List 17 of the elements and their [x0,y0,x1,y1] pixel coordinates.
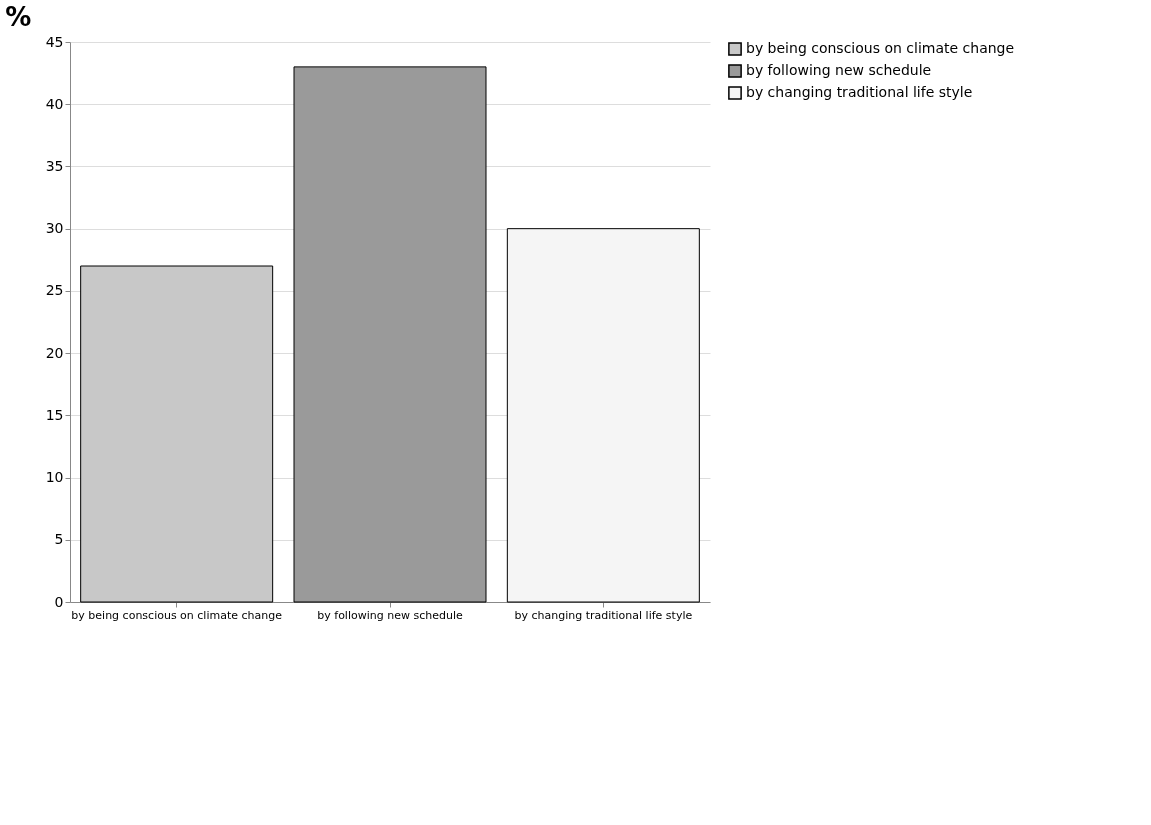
y-tick-label: 40 [45,95,64,112]
y-axis-title: % [5,2,32,32]
y-tick-label: 10 [45,469,64,486]
y-tick-label: 15 [45,406,64,423]
y-tick-label: 0 [54,593,64,610]
x-tick-label: by changing traditional life style [514,608,693,622]
y-tick-label: 45 [45,33,64,50]
y-tick-label: 25 [45,282,64,299]
y-tick-label: 35 [45,157,64,174]
y-tick-label: 20 [45,344,64,361]
legend-label: by being conscious on climate change [746,40,1015,56]
y-tick-label: 5 [54,531,64,548]
legend-label: by following new schedule [746,62,932,78]
x-tick-label: by following new schedule [317,608,463,622]
x-tick-label: by being conscious on climate change [71,608,283,622]
y-tick-label: 30 [45,220,64,237]
legend-label: by changing traditional life style [746,84,973,100]
